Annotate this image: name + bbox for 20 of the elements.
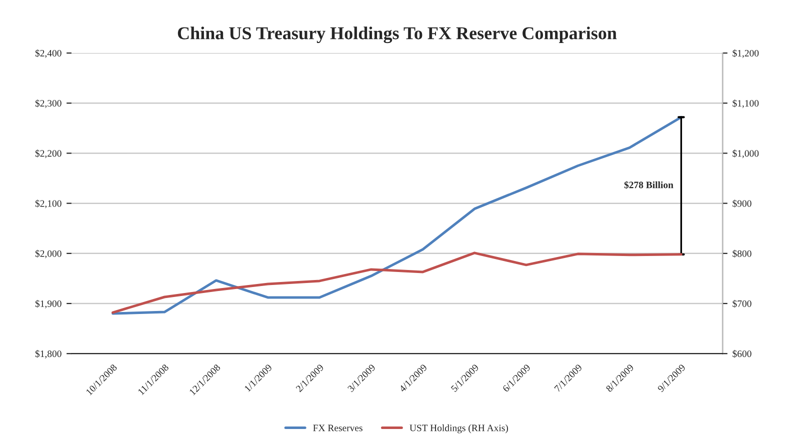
legend-label: FX Reserves bbox=[313, 424, 362, 432]
y-tick-label: $2,200 bbox=[35, 150, 62, 158]
y2-tick-label: $1,000 bbox=[732, 150, 759, 158]
y-tick-label: $2,100 bbox=[35, 200, 62, 208]
annotation: $278 Billion bbox=[624, 181, 674, 189]
y2-tick-label: $900 bbox=[732, 200, 752, 208]
y-tick-label: $1,800 bbox=[35, 350, 62, 358]
chart-title: China US Treasury Holdings To FX Reserve Comparison bbox=[178, 26, 617, 44]
line-series bbox=[112, 116, 682, 315]
y2-tick-label: $700 bbox=[732, 300, 752, 308]
y2-tick-label: $600 bbox=[732, 350, 752, 358]
y2-tick-label: $800 bbox=[732, 250, 752, 258]
y-tick-label: $1,900 bbox=[35, 300, 62, 308]
legend-label: UST Holdings (RH Axis) bbox=[410, 424, 508, 434]
y-tick-label: $2,400 bbox=[35, 49, 62, 58]
y2-tick-label: $1,200 bbox=[732, 49, 759, 58]
y2-tick-label: $1,100 bbox=[732, 99, 759, 108]
line-series bbox=[112, 252, 682, 314]
y-tick-label: $2,300 bbox=[35, 99, 62, 108]
y-tick-label: $2,000 bbox=[35, 250, 62, 258]
